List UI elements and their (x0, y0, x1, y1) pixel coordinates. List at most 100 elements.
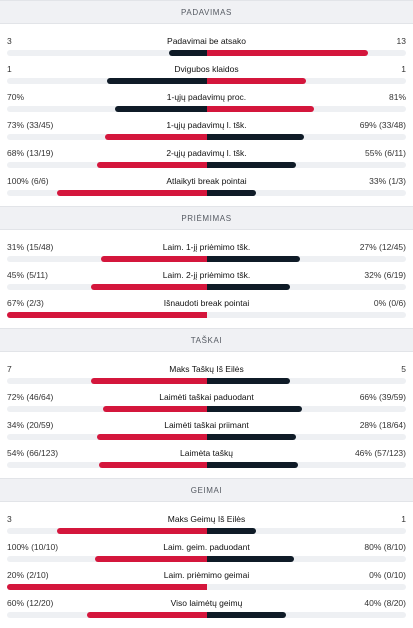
stat-bar-away-track (206, 78, 406, 84)
stat-label: Dvigubos klaidos (174, 64, 239, 74)
stat-bar-home-track (7, 406, 207, 412)
stat-home-value: 72% (46/64) (7, 392, 54, 402)
stat-away-value: 1 (401, 64, 406, 74)
section-header: GEIMAI (0, 478, 413, 502)
stat-away-value: 32% (6/19) (364, 270, 406, 280)
stat-bar-away-track (206, 584, 406, 590)
stat-bar-away-track (206, 284, 406, 290)
stat-bar-away-track (206, 406, 406, 412)
stat-label: 1-ųjų padavimų proc. (166, 92, 247, 102)
stat-away-value: 27% (12/45) (359, 242, 406, 252)
section-spacer (0, 24, 413, 31)
stat-bar-away-fill (206, 256, 301, 262)
section-header: TAŠKAI (0, 328, 413, 352)
stat-bar-home-fill (168, 50, 207, 56)
stats-section-priemimas: PRIĖMIMAS 31% (15/48) Laim. 1-jį priėmimo … (0, 206, 413, 328)
stat-home-value: 67% (2/3) (7, 298, 44, 308)
stat-row: 45% (5/11) Laim. 2-jį priėmimo tšk. 32% (6… (0, 265, 413, 293)
stat-bar-away-track (206, 528, 406, 534)
stat-bar (7, 612, 406, 618)
stat-bar-away-track (206, 256, 406, 262)
stat-label: Laimėti taškai priimant (164, 420, 249, 430)
stat-bar (7, 284, 406, 290)
stat-away-value: 13 (396, 36, 406, 46)
stat-away-value: 80% (8/10) (364, 542, 406, 552)
stat-away-value: 40% (8/20) (364, 598, 406, 608)
stat-row: 100% (6/6) Atlaikyti break pointai 33% (1/… (0, 171, 413, 199)
stat-bar-away-track (206, 162, 406, 168)
stat-bar-home-fill (96, 434, 207, 440)
stat-away-value: 0% (0/6) (373, 298, 406, 308)
stat-bar-home-fill (56, 528, 207, 534)
stat-bar-home-track (7, 134, 207, 140)
stat-bar-away-track (206, 190, 406, 196)
stat-bar-away-track (206, 462, 406, 468)
stat-home-value: 54% (66/123) (7, 448, 59, 458)
stat-bar-away-track (206, 106, 406, 112)
stat-bar-home-track (7, 106, 207, 112)
stat-bar (7, 78, 406, 84)
stat-home-value: 1 (7, 64, 12, 74)
stat-label: Padavimai be atsako (167, 36, 246, 46)
stat-bar-home-fill (90, 284, 207, 290)
stat-bar-away-track (206, 434, 406, 440)
stat-away-value: 5 (401, 364, 406, 374)
stat-row: 70% 1-ųjų padavimų proc. 81% (0, 87, 413, 115)
stat-bar-home-track (7, 78, 207, 84)
stat-bar-away-fill (206, 78, 307, 84)
stat-bar-away-track (206, 50, 406, 56)
stat-row: 54% (66/123) Laimėta taškų 46% (57/123) (0, 443, 413, 471)
stat-label: Laimėta taškų (180, 448, 233, 458)
section-spacer (0, 199, 413, 206)
stat-bar-home-track (7, 556, 207, 562)
stat-bar-home-track (7, 584, 207, 590)
stat-home-value: 7 (7, 364, 12, 374)
stat-bar-away-track (206, 378, 406, 384)
stat-home-value: 45% (5/11) (7, 270, 48, 280)
stat-bar (7, 462, 406, 468)
stat-home-value: 34% (20/59) (7, 420, 54, 430)
stat-bar-home-track (7, 256, 207, 262)
stat-bar (7, 106, 406, 112)
stats-section-geimai: GEIMAI 3 Maks Geimų Iš Eilės 1 100% (10/10) L… (0, 478, 413, 628)
stat-home-value: 3 (7, 514, 12, 524)
section-spacer (0, 621, 413, 628)
stat-row: 3 Padavimai be atsako 13 (0, 31, 413, 59)
stat-row: 67% (2/3) Išnaudoti break pointai 0% (0/6) (0, 293, 413, 321)
stat-label: 1-ųjų padavimų l. tšk. (166, 120, 247, 130)
stat-bar-away-fill (206, 106, 315, 112)
stat-bar-home-track (7, 528, 207, 534)
section-header: PADAVIMAS (0, 0, 413, 24)
stat-away-value: 81% (388, 92, 406, 102)
stat-bar-home-track (7, 378, 207, 384)
stat-bar-away-fill (206, 556, 295, 562)
stat-bar-away-fill (206, 528, 257, 534)
stat-row: 20% (2/10) Laim. priėmimo geimai 0% (0/10) (0, 565, 413, 593)
stat-bar-away-fill (206, 190, 257, 196)
stat-bar-away-track (206, 312, 406, 318)
stat-bar-away-fill (206, 134, 305, 140)
stats-section-taskai: TAŠKAI 7 Maks Taškų Iš Eilės 5 72% (46/64) La… (0, 328, 413, 478)
stat-away-value: 33% (1/3) (369, 176, 406, 186)
stat-row: 34% (20/59) Laimėti taškai priimant 28% (1… (0, 415, 413, 443)
stat-bar (7, 190, 406, 196)
stat-row: 68% (13/19) 2-ųjų padavimų l. tšk. 55% (6/… (0, 143, 413, 171)
stat-bar-home-fill (94, 556, 207, 562)
stat-bar (7, 378, 406, 384)
stat-away-value: 55% (6/11) (365, 148, 406, 158)
stat-bar-home-fill (86, 612, 207, 618)
stat-bar-away-fill (206, 434, 297, 440)
stat-bar (7, 434, 406, 440)
stat-bar-away-track (206, 612, 406, 618)
stat-bar (7, 162, 406, 168)
stat-away-value: 69% (33/48) (359, 120, 406, 130)
stat-label: Laim. geim. paduodant (163, 542, 250, 552)
stat-row: 31% (15/48) Laim. 1-jį priėmimo tšk. 27% (… (0, 237, 413, 265)
section-header: PRIĖMIMAS (0, 206, 413, 230)
stat-away-value: 28% (18/64) (359, 420, 406, 430)
stat-label: Maks Geimų Iš Eilės (167, 514, 246, 524)
stat-bar-home-fill (104, 134, 207, 140)
stat-label: Viso laimėtų geimų (170, 598, 243, 608)
stat-row: 7 Maks Taškų Iš Eilės 5 (0, 359, 413, 387)
